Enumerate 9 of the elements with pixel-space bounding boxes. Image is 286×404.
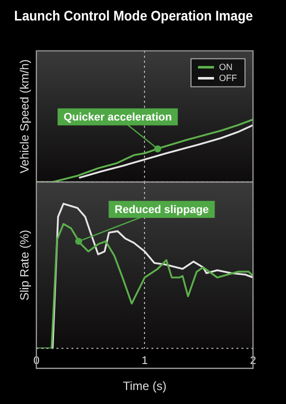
legend-label: OFF [219,72,238,83]
annotation: Quicker acceleration [64,111,172,124]
x-axis-title: Time (s) [122,379,166,394]
y-axis-title: Vehicle Speed (km/h) [18,59,32,174]
x-tick-label: 1 [142,355,148,368]
annotation: Reduced slippage [114,204,209,216]
chart-title: Launch Control Mode Operation Image [14,8,254,24]
y-axis-title: Slip Rate (%) [18,230,32,301]
legend-label: ON [219,62,233,72]
